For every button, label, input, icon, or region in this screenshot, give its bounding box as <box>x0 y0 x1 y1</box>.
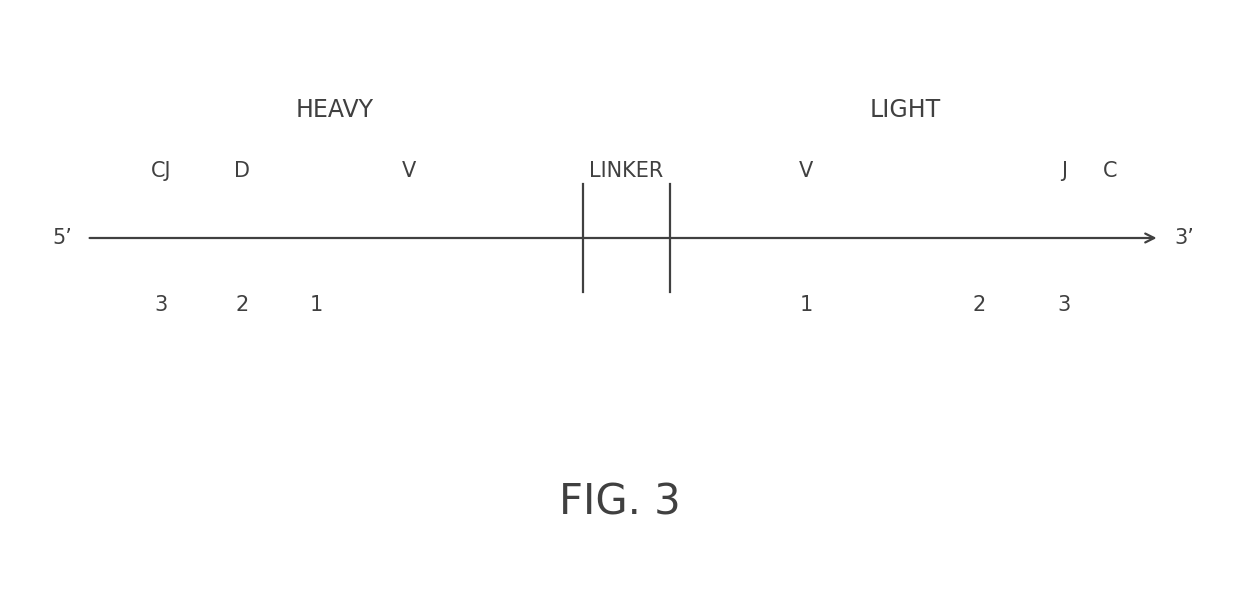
Text: V: V <box>402 161 417 181</box>
Text: 3: 3 <box>155 295 167 315</box>
Text: V: V <box>799 161 813 181</box>
Text: 5’: 5’ <box>52 228 72 248</box>
Text: 2: 2 <box>236 295 248 315</box>
Text: 3: 3 <box>1058 295 1070 315</box>
Text: C: C <box>1102 161 1117 181</box>
Text: 3’: 3’ <box>1174 228 1194 248</box>
Text: FIG. 3: FIG. 3 <box>559 482 681 524</box>
Text: 2: 2 <box>973 295 986 315</box>
Text: LINKER: LINKER <box>589 161 663 181</box>
Text: CJ: CJ <box>151 161 171 181</box>
Text: D: D <box>234 161 249 181</box>
Text: HEAVY: HEAVY <box>296 98 373 122</box>
Text: 1: 1 <box>800 295 812 315</box>
Text: 1: 1 <box>310 295 322 315</box>
Text: LIGHT: LIGHT <box>869 98 941 122</box>
Text: J: J <box>1061 161 1066 181</box>
